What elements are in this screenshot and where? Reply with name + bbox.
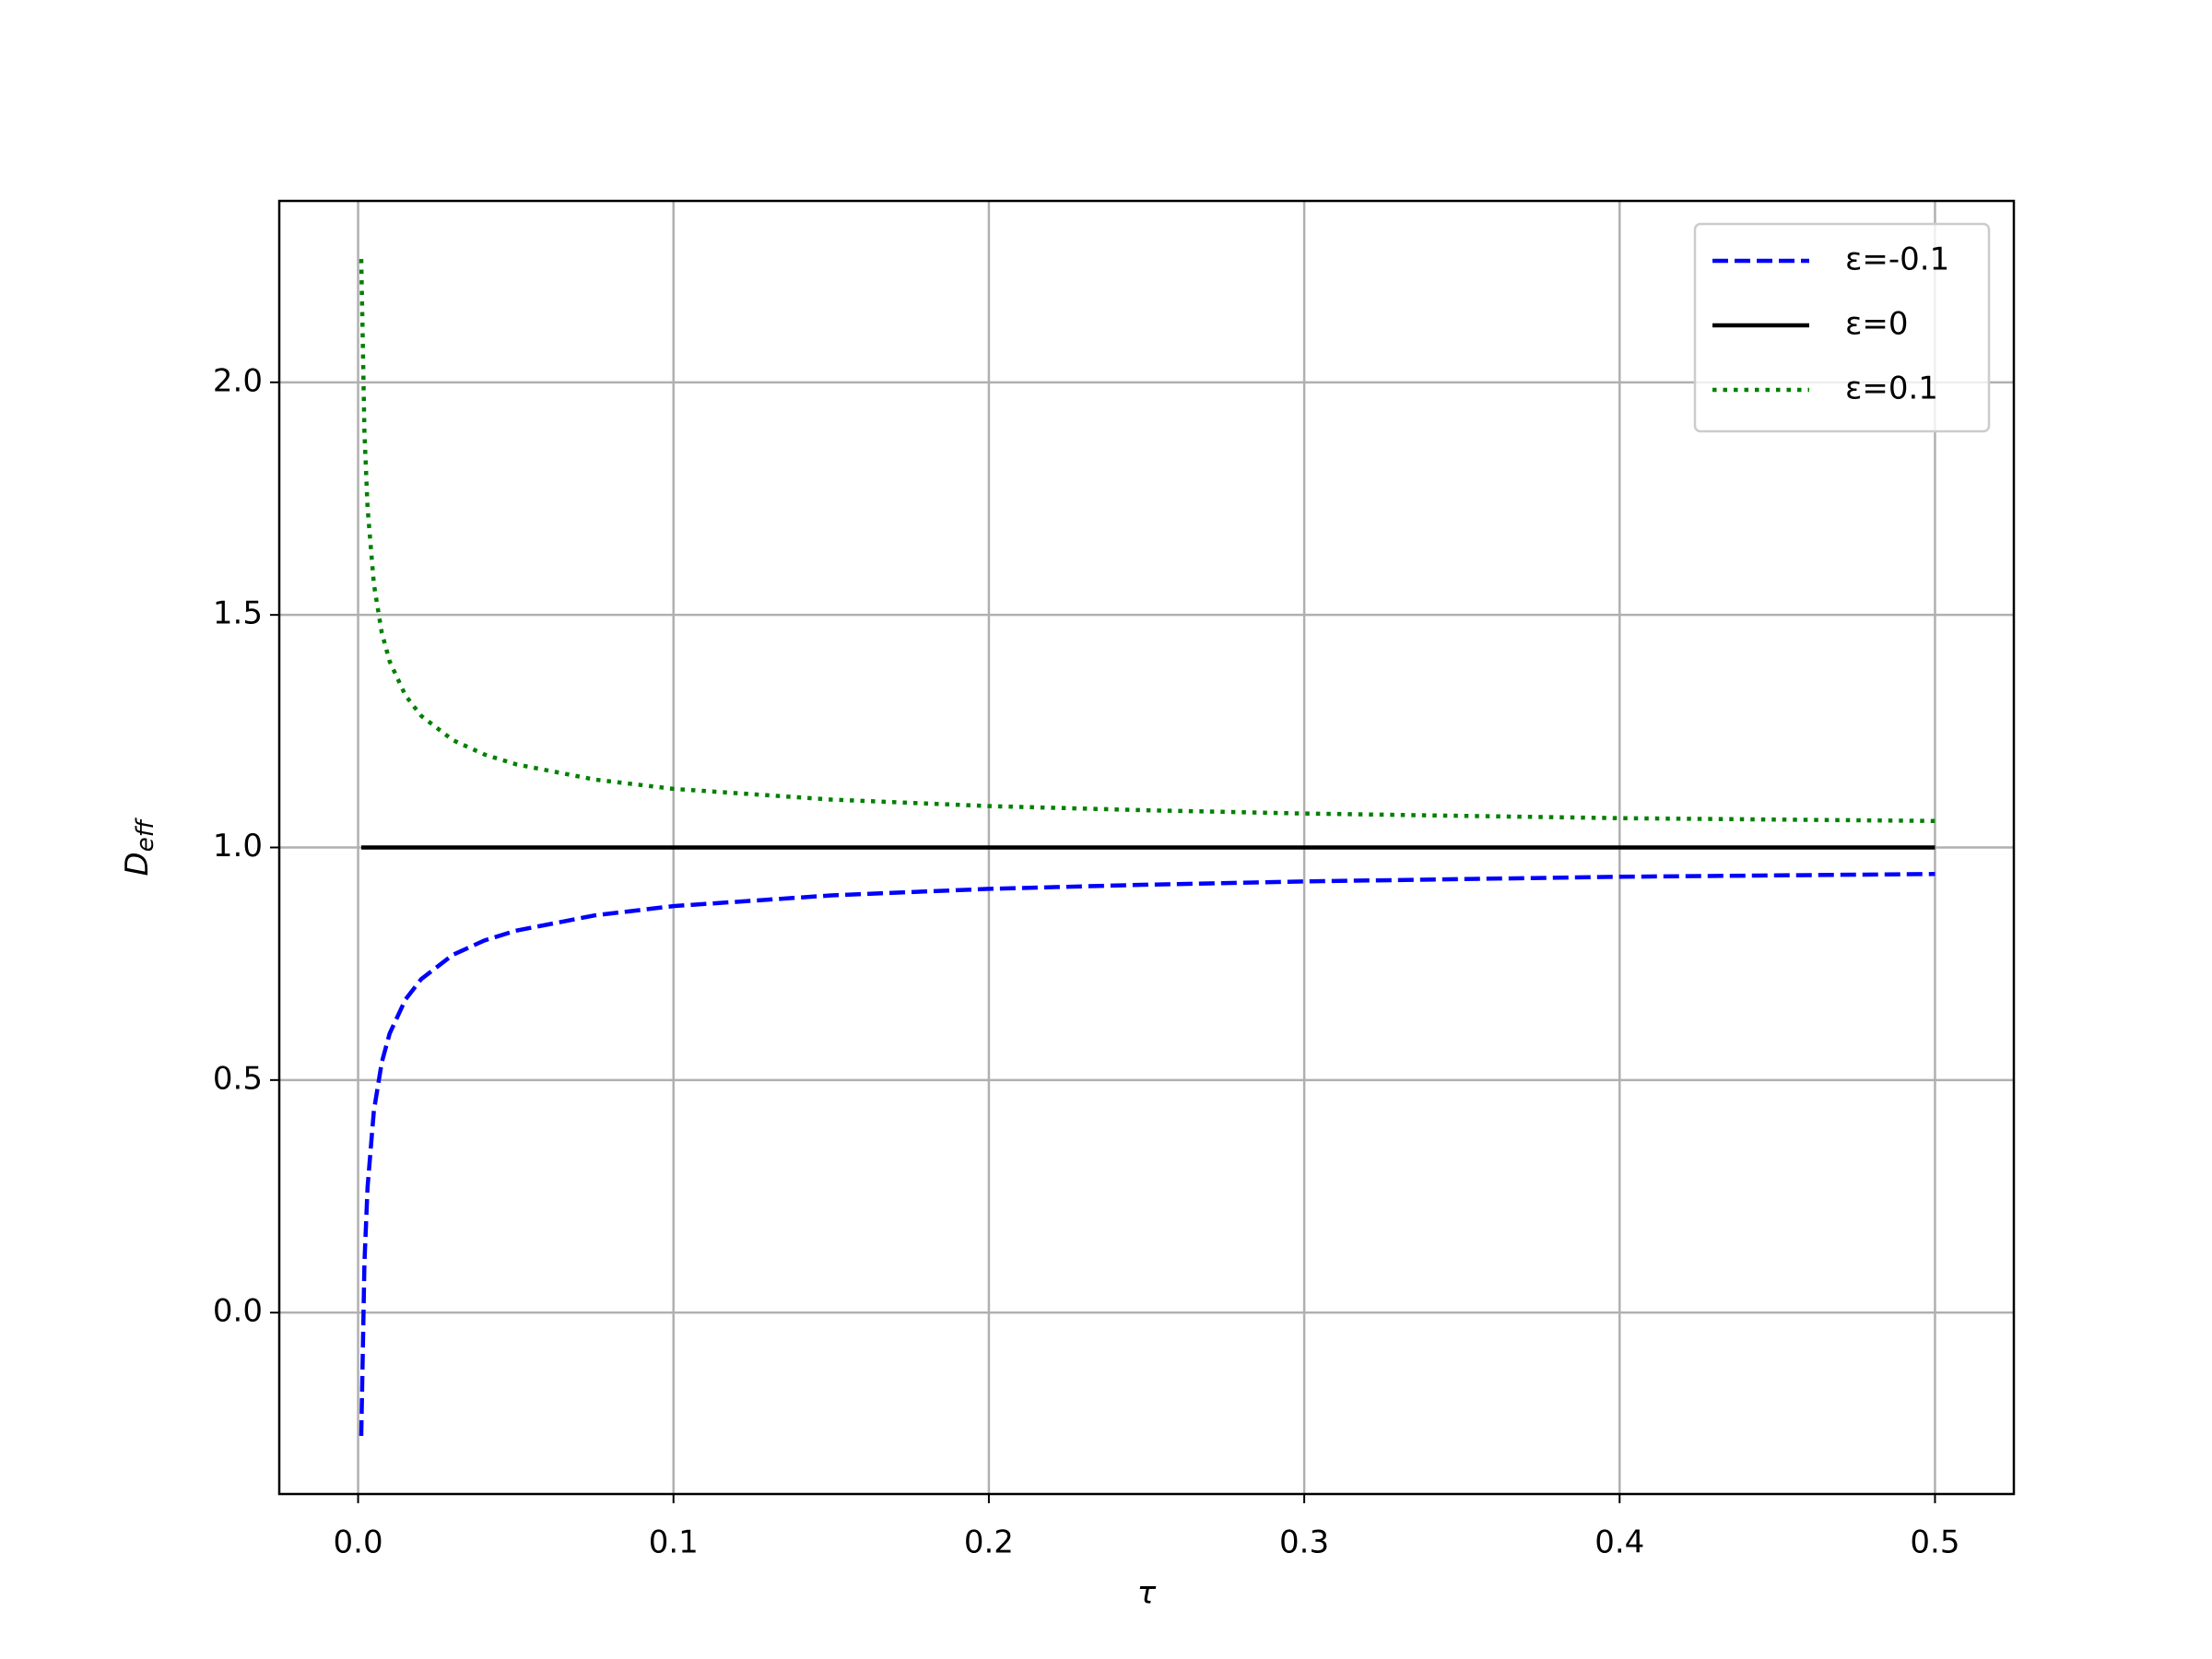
x-tick-label: 0.4	[1594, 1524, 1644, 1561]
y-axis-label-main: D	[119, 852, 156, 876]
y-tick-label: 2.0	[213, 362, 263, 399]
plot-frame	[277, 199, 2016, 1496]
data-line	[359, 872, 1936, 1436]
x-tick-label: 0.1	[649, 1524, 699, 1561]
x-tick-label: 0.2	[964, 1524, 1014, 1561]
legend: ε=-0.1 ε=0 ε=0.1	[1693, 222, 1991, 433]
y-axis-label-sub: eff	[132, 817, 159, 852]
y-tick-label: 0.0	[213, 1293, 263, 1330]
y-tick-label: 0.5	[213, 1060, 263, 1097]
data-line	[359, 259, 1936, 823]
legend-label: ε=-0.1	[1845, 241, 1949, 278]
x-tick-label: 0.5	[1910, 1524, 1959, 1561]
legend-box	[1693, 222, 1991, 433]
legend-label: ε=0.1	[1845, 371, 1938, 407]
x-axis-label: τ	[1137, 1575, 1157, 1612]
y-tick-label: 1.5	[213, 595, 263, 632]
legend-label: ε=0	[1845, 306, 1909, 343]
x-tick-label: 0.0	[334, 1524, 383, 1561]
x-tick-label: 0.3	[1279, 1524, 1329, 1561]
y-axis-label: Deff	[119, 817, 159, 876]
y-tick-label: 1.0	[213, 828, 263, 865]
